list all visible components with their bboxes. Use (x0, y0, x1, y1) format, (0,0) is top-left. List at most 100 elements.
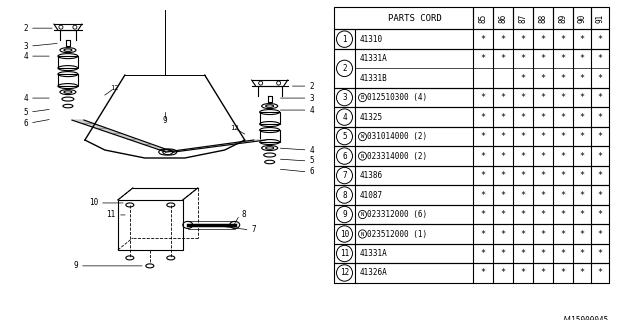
Text: 41331A: 41331A (360, 249, 387, 258)
Text: *: * (561, 113, 566, 122)
Text: *: * (561, 35, 566, 44)
Bar (333, 224, 609, 244)
Text: *: * (521, 93, 526, 102)
Text: *: * (541, 132, 546, 141)
Text: *: * (580, 171, 585, 180)
Text: *: * (598, 190, 603, 200)
Text: 41326A: 41326A (360, 268, 387, 277)
Bar (493, 7, 513, 29)
Text: 12: 12 (340, 268, 349, 277)
Text: 87: 87 (519, 13, 528, 23)
Text: *: * (521, 229, 526, 238)
Text: 9: 9 (74, 261, 78, 270)
Text: *: * (598, 74, 603, 83)
Text: W: W (361, 134, 364, 139)
Text: *: * (541, 210, 546, 219)
Text: 6: 6 (310, 167, 314, 177)
Text: *: * (501, 35, 506, 44)
Text: *: * (501, 229, 506, 238)
Text: 3: 3 (23, 42, 28, 51)
Text: 41325: 41325 (360, 113, 383, 122)
Text: 4: 4 (23, 52, 28, 60)
Text: 86: 86 (499, 13, 508, 23)
Text: *: * (561, 74, 566, 83)
Text: *: * (598, 54, 603, 63)
Text: *: * (580, 93, 585, 102)
Bar (333, 244, 609, 263)
Text: *: * (598, 210, 603, 219)
Bar (333, 205, 609, 224)
Text: *: * (501, 190, 506, 200)
Text: 89: 89 (559, 13, 568, 23)
Text: 023312000 (6): 023312000 (6) (367, 210, 428, 219)
Text: *: * (481, 132, 486, 141)
Text: 4: 4 (342, 113, 347, 122)
Polygon shape (72, 120, 174, 152)
Text: 8: 8 (242, 211, 246, 220)
Text: *: * (561, 190, 566, 200)
Bar (333, 146, 609, 166)
Text: *: * (521, 152, 526, 161)
Text: 2: 2 (342, 64, 347, 73)
Text: *: * (541, 229, 546, 238)
Text: *: * (598, 171, 603, 180)
Text: *: * (501, 268, 506, 277)
Bar (333, 185, 609, 205)
Bar (260, 130, 280, 142)
Bar (333, 7, 474, 29)
Text: *: * (541, 190, 546, 200)
Text: 5: 5 (310, 156, 314, 165)
Text: *: * (501, 210, 506, 219)
Text: 41310: 41310 (360, 35, 383, 44)
Text: *: * (521, 54, 526, 63)
Text: *: * (541, 74, 546, 83)
Text: *: * (521, 210, 526, 219)
Bar (333, 29, 609, 49)
Text: 4: 4 (23, 93, 28, 103)
Text: *: * (598, 113, 603, 122)
Text: 12: 12 (230, 125, 239, 131)
Text: 11: 11 (107, 211, 116, 220)
Text: *: * (580, 113, 585, 122)
Text: *: * (580, 210, 585, 219)
Text: 5: 5 (23, 108, 28, 116)
Text: *: * (501, 54, 506, 63)
Text: 6: 6 (342, 152, 347, 161)
Text: 023314000 (2): 023314000 (2) (367, 152, 428, 161)
Text: 4: 4 (310, 106, 314, 115)
Text: *: * (580, 152, 585, 161)
Bar (513, 7, 533, 29)
Text: *: * (561, 132, 566, 141)
Text: *: * (598, 132, 603, 141)
Text: *: * (561, 152, 566, 161)
Text: *: * (541, 35, 546, 44)
Text: *: * (521, 35, 526, 44)
Text: PARTS CORD: PARTS CORD (388, 14, 442, 23)
Bar (573, 7, 591, 29)
Text: *: * (580, 249, 585, 258)
Text: 023512000 (1): 023512000 (1) (367, 229, 428, 238)
Text: 41087: 41087 (360, 190, 383, 200)
Text: *: * (541, 113, 546, 122)
Text: *: * (521, 171, 526, 180)
Text: *: * (561, 93, 566, 102)
Bar (260, 112, 280, 124)
Text: *: * (481, 152, 486, 161)
Bar (591, 7, 609, 29)
Text: *: * (561, 171, 566, 180)
Text: *: * (598, 249, 603, 258)
Text: 11: 11 (340, 249, 349, 258)
Text: 85: 85 (479, 13, 488, 23)
Text: *: * (481, 113, 486, 122)
Text: 90: 90 (578, 13, 587, 23)
Text: *: * (501, 113, 506, 122)
Bar (333, 263, 609, 283)
Text: *: * (481, 210, 486, 219)
Text: 9: 9 (342, 210, 347, 219)
Text: N: N (361, 231, 364, 236)
Text: *: * (580, 268, 585, 277)
Text: *: * (580, 190, 585, 200)
Text: 6: 6 (23, 118, 28, 128)
Text: *: * (598, 93, 603, 102)
Text: *: * (580, 35, 585, 44)
